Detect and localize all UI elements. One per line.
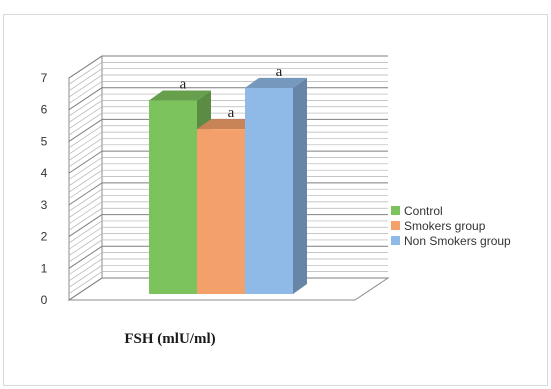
legend-label: Control <box>404 204 443 218</box>
side-gridline <box>68 157 103 180</box>
y-tick-label: 6 <box>41 103 48 117</box>
data-labels: a a a <box>180 64 283 121</box>
legend-swatch <box>391 206 400 215</box>
side-gridline <box>68 150 103 174</box>
side-gridline <box>68 207 103 231</box>
legend-item: Smokers group <box>391 219 486 233</box>
bar-top-face <box>245 77 307 88</box>
side-gridline <box>68 169 103 193</box>
side-gridline <box>68 265 103 288</box>
bar-front-face <box>149 100 197 295</box>
side-gridline <box>68 277 103 301</box>
side-gridline <box>68 74 103 98</box>
side-gridline <box>68 68 103 91</box>
y-tick-label: 7 <box>41 71 48 85</box>
y-tick-label: 1 <box>41 261 48 275</box>
side-gridline <box>68 188 103 212</box>
side-gridline <box>68 226 103 250</box>
y-tick-label: 4 <box>41 166 48 180</box>
side-gridline <box>68 163 103 187</box>
side-gridline <box>68 55 103 79</box>
side-gridline <box>68 62 103 85</box>
x-axis-label: FSH (mlU/ml) <box>124 331 215 347</box>
data-label: a <box>276 64 283 80</box>
side-gridline <box>68 252 103 275</box>
bars <box>149 77 307 295</box>
y-tick-label: 0 <box>41 293 48 307</box>
side-gridline <box>68 214 103 237</box>
bar-top-face <box>197 119 259 130</box>
side-gridline <box>68 144 103 168</box>
side-gridline <box>68 201 103 225</box>
side-gridline <box>68 239 103 263</box>
side-gridline <box>68 258 103 282</box>
legend-label: Non Smokers group <box>404 234 511 248</box>
side-gridline <box>68 125 103 149</box>
side-gridline <box>68 87 103 111</box>
bar-front-face <box>245 87 293 294</box>
y-tick-label: 5 <box>41 134 48 148</box>
side-gridline <box>68 81 103 104</box>
y-tick-label: 3 <box>41 198 48 212</box>
side-gridline <box>68 131 103 155</box>
side-gridline <box>68 138 103 161</box>
side-gridline <box>68 112 103 136</box>
side-gridline <box>68 195 103 218</box>
side-gridline <box>68 119 103 142</box>
side-gridline <box>68 245 103 269</box>
legend-item: Control <box>391 204 443 218</box>
side-gridline <box>68 220 103 244</box>
side-gridline <box>68 182 103 206</box>
side-gridline <box>68 233 103 256</box>
side-gridline <box>68 100 103 123</box>
legend-item: Non Smokers group <box>391 234 511 248</box>
legend-label: Smokers group <box>404 219 486 233</box>
y-axis-ticks: 0 1 2 3 4 5 6 7 <box>41 71 48 307</box>
data-label: a <box>180 77 187 93</box>
legend-swatch <box>391 236 400 245</box>
bar-top-face <box>149 90 211 101</box>
bar-front-face <box>197 129 245 294</box>
side-gridline <box>68 271 103 294</box>
data-label: a <box>228 105 235 121</box>
bar-side-face <box>293 77 307 294</box>
y-tick-label: 2 <box>41 230 48 244</box>
legend-swatch <box>391 221 400 230</box>
bar-non-smokers-group <box>245 77 307 294</box>
side-gridline <box>68 93 103 117</box>
side-gridline <box>68 106 103 130</box>
side-gridline <box>68 176 103 199</box>
